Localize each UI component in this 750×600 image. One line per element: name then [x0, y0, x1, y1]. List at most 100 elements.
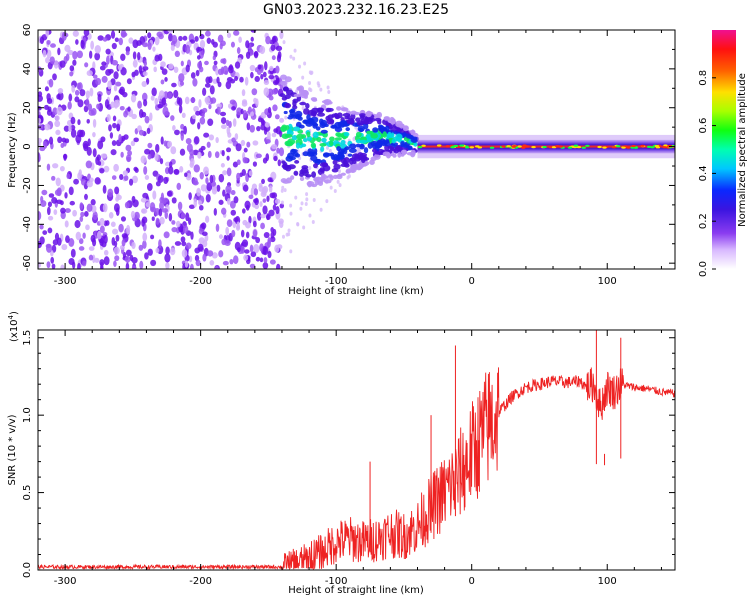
noise-mark [256, 69, 262, 75]
noise-mark [46, 93, 51, 101]
noise-mark [222, 260, 229, 266]
band-mark [372, 127, 379, 133]
noise-mark [249, 263, 256, 269]
band-mark [320, 119, 328, 127]
band-mark [344, 146, 350, 151]
band-mark [407, 145, 413, 150]
line-hot-mark [489, 146, 495, 149]
spectrogram-panel: -300 -200 -100 0 100 60 40 20 0 -20 -40 -60 Height … [7, 24, 676, 297]
noise-mark [173, 89, 179, 99]
noise-mark [236, 172, 241, 181]
noise-fringe-mark [282, 40, 286, 45]
noise-mark [225, 185, 232, 194]
noise-mark [250, 251, 257, 258]
band-mark [284, 103, 292, 109]
noise-mark [132, 51, 137, 60]
noise-mark [252, 220, 257, 228]
noise-mark [117, 64, 123, 71]
band-mark [336, 106, 342, 111]
noise-mark [189, 263, 194, 269]
noise-mark [120, 135, 126, 142]
noise-mark [97, 160, 102, 166]
noise-mark [125, 154, 132, 163]
band-mark [295, 142, 301, 149]
line-hot-mark [469, 146, 475, 149]
noise-mark [131, 113, 137, 120]
line-hot-mark [626, 146, 631, 149]
noise-mark [255, 256, 261, 262]
noise-mark [120, 216, 126, 222]
noise-fringe-mark [301, 75, 305, 80]
noise-mark [242, 219, 248, 226]
noise-mark [262, 262, 269, 269]
x-tick-label: 0 [469, 276, 475, 287]
band-mark [310, 142, 316, 149]
noise-mark [138, 65, 143, 75]
band-mark [297, 116, 303, 121]
noise-mark [120, 67, 127, 76]
noise-mark [157, 103, 164, 109]
spectrogram-ticks: -300 -200 -100 0 100 60 40 20 0 -20 -40 -60 [22, 24, 675, 287]
noise-mark [70, 128, 77, 138]
noise-fringe-mark [289, 54, 293, 59]
noise-mark [199, 204, 204, 211]
noise-fringe-mark [305, 192, 309, 197]
noise-mark [226, 219, 233, 228]
noise-mark [189, 158, 195, 166]
noise-mark [233, 217, 239, 222]
band-mark [359, 143, 365, 148]
noise-mark [242, 109, 247, 119]
noise-mark [233, 30, 240, 36]
noise-mark [279, 220, 284, 229]
band-mark [306, 151, 314, 157]
noise-mark [217, 34, 224, 43]
noise-mark [76, 82, 81, 90]
noise-fringe-mark [336, 179, 340, 184]
noise-mark [74, 89, 80, 96]
band-mark [348, 148, 357, 153]
noise-mark [149, 202, 156, 211]
noise-mark [160, 79, 165, 85]
noise-fringe-mark [281, 185, 285, 190]
noise-fringe-mark [316, 81, 320, 86]
band-mark [370, 132, 378, 139]
noise-mark [63, 125, 70, 132]
noise-mark [222, 189, 226, 197]
noise-mark [242, 156, 249, 164]
noise-mark [141, 216, 148, 224]
line-hot-mark [585, 144, 590, 147]
noise-mark [92, 118, 97, 128]
noise-mark [57, 237, 62, 246]
noise-fringe-mark [308, 70, 312, 75]
noise-mark [161, 97, 167, 106]
noise-mark [192, 78, 198, 87]
noise-mark [57, 87, 64, 94]
noise-mark [125, 249, 132, 257]
band-mark [340, 163, 348, 167]
noise-mark [154, 152, 159, 162]
noise-mark [156, 31, 163, 38]
noise-mark [193, 105, 199, 112]
noise-fringe-mark [292, 56, 296, 61]
noise-fringe-mark [328, 148, 332, 153]
noise-mark [259, 257, 264, 263]
line-hot-mark [650, 146, 655, 149]
noise-mark [179, 81, 185, 86]
noise-mark [38, 137, 43, 144]
noise-mark [200, 222, 207, 230]
noise-mark [104, 99, 110, 109]
band-mark [322, 162, 328, 167]
noise-mark [92, 132, 96, 138]
band-mark [343, 156, 350, 164]
noise-mark [86, 118, 90, 124]
noise-mark [193, 136, 200, 145]
noise-mark [111, 42, 117, 50]
noise-mark [216, 184, 221, 192]
noise-fringe-mark [319, 87, 323, 92]
noise-mark [48, 136, 54, 145]
noise-mark [268, 95, 274, 101]
band-mark [282, 86, 289, 92]
noise-mark [185, 44, 191, 54]
noise-mark [150, 95, 155, 101]
noise-mark [113, 260, 117, 267]
